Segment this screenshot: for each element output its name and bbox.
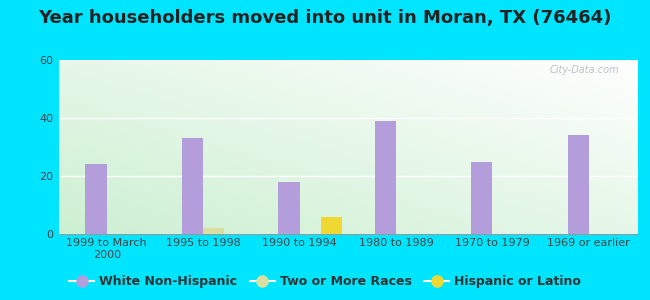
Bar <box>203 228 224 234</box>
Bar <box>320 217 342 234</box>
Bar <box>182 138 203 234</box>
Text: City-Data.com: City-Data.com <box>550 65 619 75</box>
Bar <box>471 161 493 234</box>
Bar <box>86 164 107 234</box>
Bar <box>278 182 300 234</box>
Bar <box>375 121 396 234</box>
Text: Year householders moved into unit in Moran, TX (76464): Year householders moved into unit in Mor… <box>38 9 612 27</box>
Legend: White Non-Hispanic, Two or More Races, Hispanic or Latino: White Non-Hispanic, Two or More Races, H… <box>66 273 584 291</box>
Bar <box>567 135 589 234</box>
